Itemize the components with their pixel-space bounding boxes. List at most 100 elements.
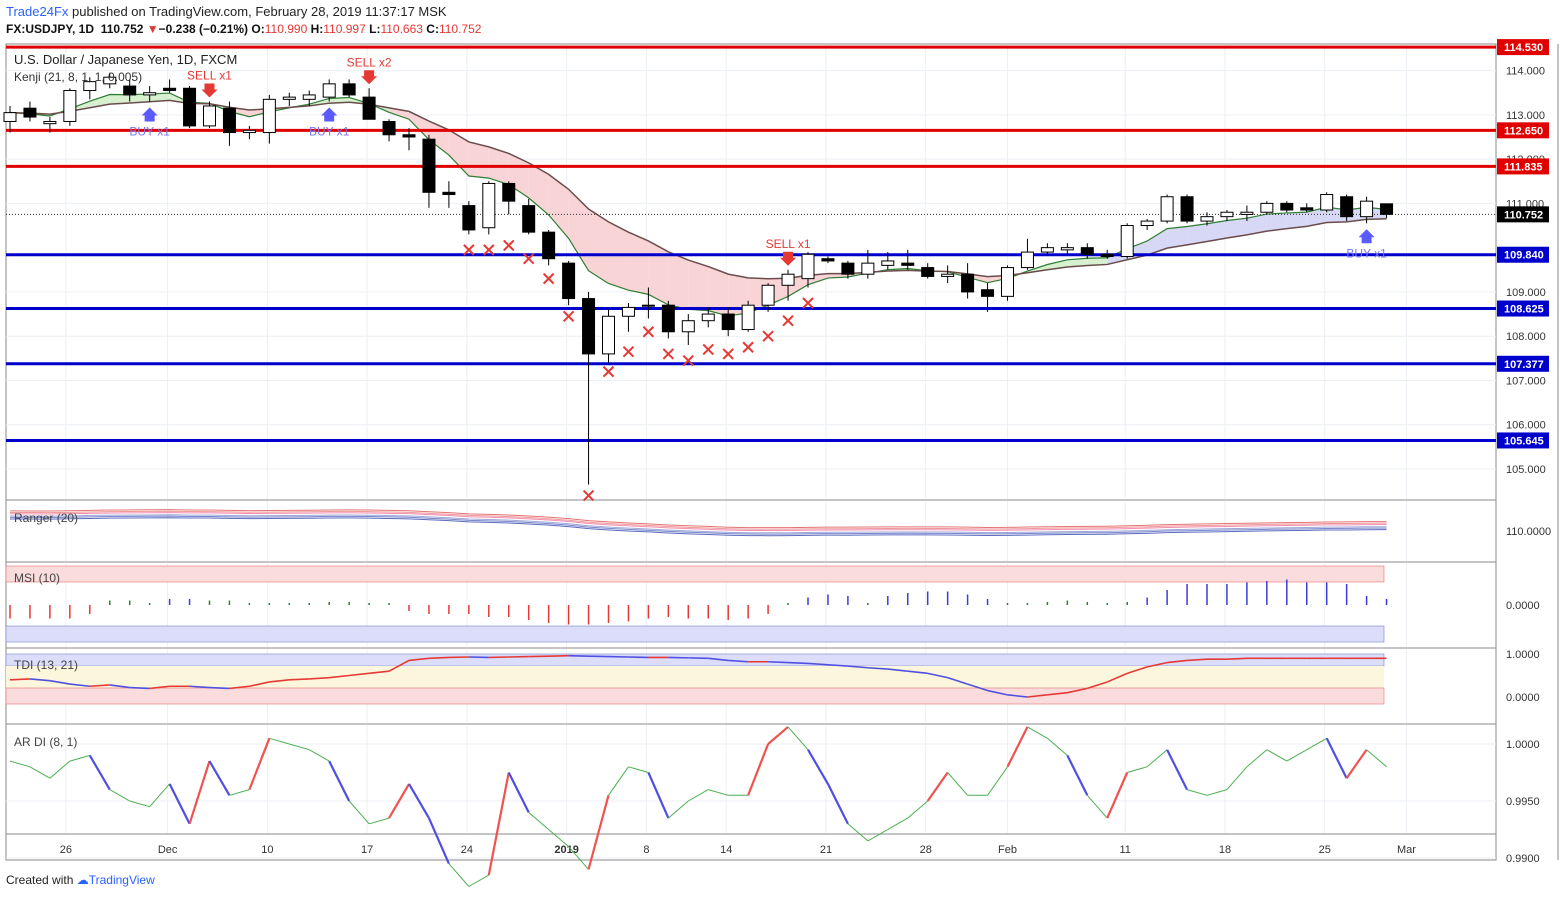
footer: Created with ☁TradingView <box>6 873 155 887</box>
ardi-line-segment <box>229 789 250 796</box>
ardi-line-segment <box>427 817 450 865</box>
tdi-line-segment <box>927 672 948 679</box>
publisher-link[interactable]: Trade24Fx <box>6 4 69 19</box>
candle-body <box>681 320 695 333</box>
kenji-cloud <box>468 141 489 179</box>
ardi-line-segment <box>807 749 829 785</box>
x-tick-label: 21 <box>820 844 832 856</box>
ardi-line-segment <box>1086 794 1108 819</box>
candle-body <box>1180 196 1194 222</box>
tdi-line-segment <box>807 662 829 666</box>
ardi-line-segment <box>507 772 530 813</box>
buy-arrow-icon <box>141 107 158 122</box>
sell-signal-label: SELL x2 <box>347 55 392 69</box>
ardi-line-segment <box>168 783 191 825</box>
candle-body <box>961 273 975 293</box>
tdi-line-segment <box>708 657 729 662</box>
candle-body <box>562 262 576 300</box>
x-tick-label: 2019 <box>554 844 578 856</box>
candle-body <box>442 191 456 196</box>
tdi-line-segment <box>827 663 848 667</box>
ardi-line-segment <box>826 783 849 825</box>
ardi-line-segment <box>248 737 271 790</box>
ardi-line-segment <box>1166 749 1189 791</box>
ardi-line-segment <box>129 800 150 808</box>
x-tick-label: 18 <box>1219 844 1231 856</box>
price-level-label: 105.645 <box>1504 435 1544 447</box>
stop-cross-mark <box>522 253 535 265</box>
candle-body <box>881 260 895 266</box>
candle-body <box>163 87 177 91</box>
stop-cross-mark <box>463 244 475 256</box>
ardi-line-segment <box>1206 789 1228 796</box>
stop-cross-mark <box>802 297 814 309</box>
stop-cross-mark <box>662 348 675 360</box>
price-level-label: 107.377 <box>1504 359 1544 371</box>
ardi-line-segment <box>528 812 549 830</box>
ardi-line-segment <box>1306 737 1327 751</box>
candle-body <box>621 306 635 317</box>
x-tick-label: 10 <box>261 844 273 856</box>
tdi-line-segment <box>1126 666 1148 675</box>
kenji-cloud <box>588 209 609 284</box>
tdi-line-segment <box>369 670 390 675</box>
candle-body <box>861 262 875 275</box>
tdi-line-segment <box>1067 687 1088 694</box>
stop-cross-mark <box>602 365 615 378</box>
ardi-line-segment <box>29 766 51 779</box>
stop-cross-mark <box>483 244 495 256</box>
change-arrow-icon: ▼ <box>146 22 159 36</box>
ranger-tick-label: 110.0000 <box>1506 526 1551 538</box>
candle-body <box>23 107 37 118</box>
sell-arrow-icon <box>780 251 797 266</box>
kenji-cloud <box>1286 212 1307 229</box>
tdi-line-segment <box>209 686 230 690</box>
candle-body <box>422 138 436 193</box>
ardi-line-segment <box>208 760 231 796</box>
ardi-line-segment <box>907 800 929 819</box>
ardi-line-segment <box>1345 749 1368 779</box>
ardi-tick-label: 0.9900 <box>1506 853 1540 865</box>
tdi-line-segment <box>1146 661 1168 668</box>
tdi-line-segment <box>9 678 30 681</box>
tdi-line-segment <box>129 686 150 690</box>
candle-body <box>1300 207 1314 211</box>
candle-body <box>502 182 516 202</box>
msi-tick-label: 0.0000 <box>1506 600 1540 612</box>
tdi-line-segment <box>428 656 449 660</box>
ardi-line-segment <box>328 760 351 802</box>
kenji-cloud <box>1306 207 1327 227</box>
candle-body <box>801 253 815 280</box>
candle-body <box>1260 202 1274 213</box>
tdi-line-segment <box>887 668 908 672</box>
stop-cross-mark <box>742 341 754 353</box>
price-level-label: 114.530 <box>1504 42 1543 54</box>
price-level-badge <box>1497 300 1549 317</box>
tdi-line-segment <box>1087 681 1108 690</box>
tdi-line-segment <box>408 657 430 662</box>
x-tick-label: Mar <box>1397 844 1416 856</box>
close-label: C: <box>426 22 439 36</box>
ardi-line-segment <box>9 760 31 768</box>
stop-cross-mark <box>542 272 555 285</box>
candle-body <box>841 262 855 275</box>
candle-body <box>83 81 97 91</box>
stop-cross-mark <box>562 310 575 322</box>
y-tick-label: 109.000 <box>1506 287 1546 299</box>
tradingview-link[interactable]: TradingView <box>88 873 155 887</box>
tdi-line-segment <box>329 674 350 679</box>
ardi-line-segment <box>548 829 569 847</box>
ardi-line-segment <box>1186 789 1208 796</box>
candle-body <box>342 83 356 96</box>
candle-body <box>602 315 615 355</box>
publish-info: Trade24Fx published on TradingView.com, … <box>6 4 447 19</box>
stop-cross-mark <box>782 314 794 327</box>
candle-body <box>262 98 276 134</box>
ranger-panel-title: Ranger (20) <box>14 511 78 525</box>
ardi-line-segment <box>448 863 470 887</box>
stop-cross-mark <box>722 348 734 360</box>
stop-cross-mark <box>682 354 695 367</box>
high-value: 110.997 <box>323 22 366 36</box>
candle-body <box>701 313 715 322</box>
